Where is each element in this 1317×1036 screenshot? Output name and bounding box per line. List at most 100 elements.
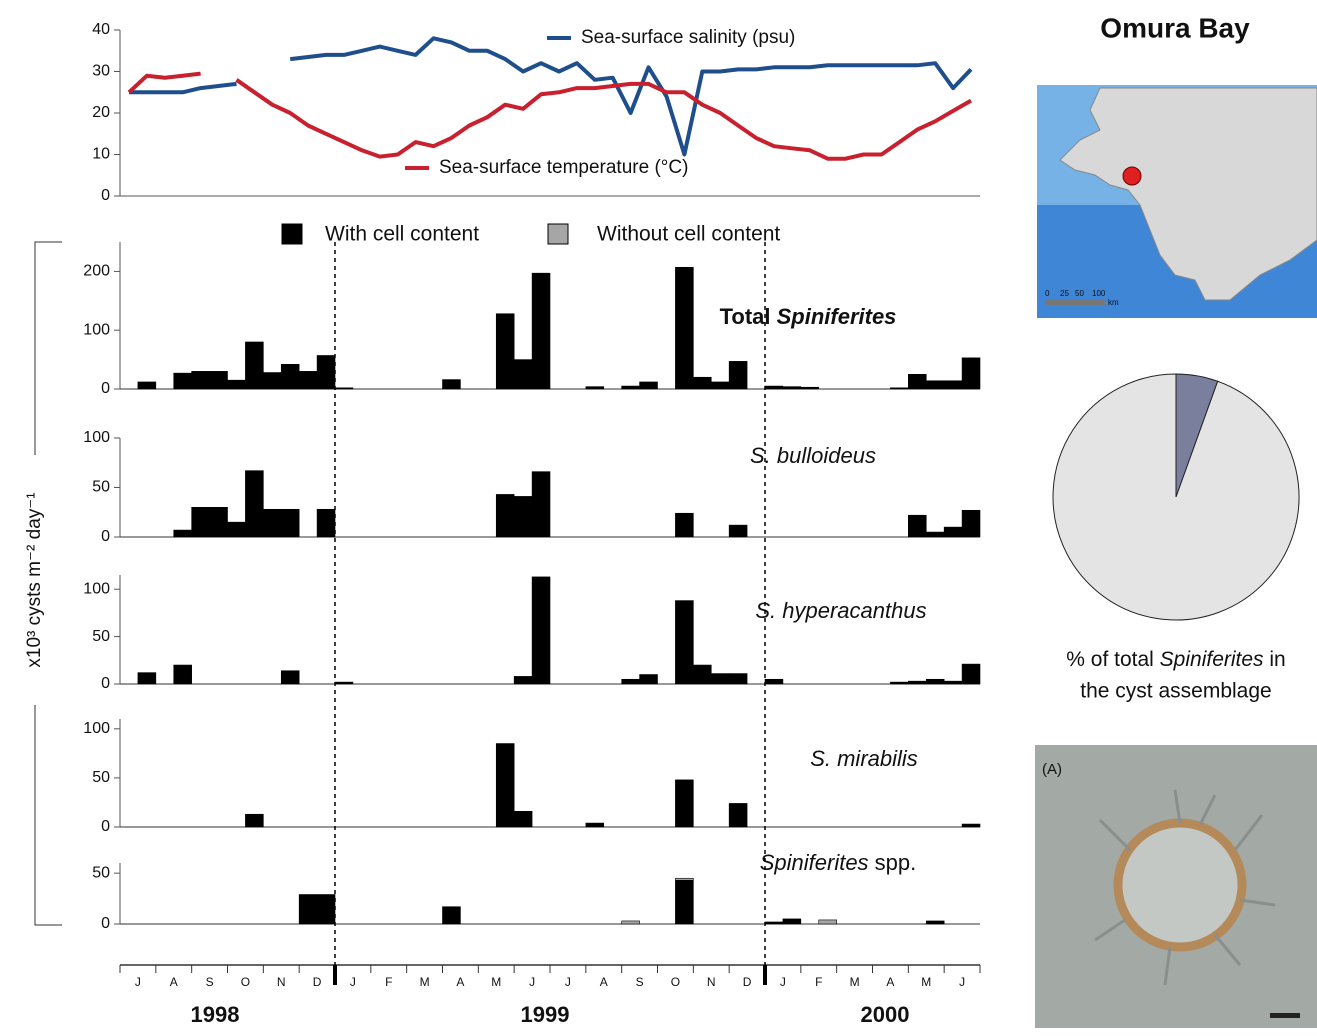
x-tick-label: M — [491, 975, 501, 989]
x-tick-label: A — [170, 975, 178, 989]
panel-label-part: Total — [720, 304, 771, 329]
bar — [622, 679, 640, 684]
bar — [693, 377, 711, 389]
bar — [496, 494, 514, 537]
y-tick-label: 30 — [92, 63, 110, 80]
caption-part: Spiniferites — [1154, 648, 1264, 671]
y-tick-label: 40 — [92, 21, 110, 38]
bar — [192, 371, 210, 389]
x-tick-label: J — [350, 975, 356, 989]
bar — [765, 922, 783, 924]
panel-label-part: Spiniferites — [760, 850, 869, 875]
scale-text: km — [1108, 298, 1119, 307]
y-tick-label: 20 — [92, 104, 110, 121]
panel-label-part: S. hyperacanthus — [755, 598, 926, 623]
y-tick-label: 50 — [92, 479, 110, 496]
y-tick-label: 10 — [92, 146, 110, 163]
bar — [908, 374, 926, 389]
bar — [926, 679, 944, 684]
y-tick-label: 0 — [101, 380, 110, 397]
caption-part: % of total — [1066, 648, 1154, 671]
x-tick-label: O — [671, 975, 680, 989]
y-tick-label: 100 — [83, 321, 110, 338]
bar — [962, 664, 980, 684]
x-tick-label: J — [780, 975, 786, 989]
bar — [443, 380, 461, 389]
panel-label-part: S. bulloideus — [750, 443, 876, 468]
bar — [443, 907, 461, 924]
scale-text: 50 — [1075, 289, 1084, 298]
bar — [622, 386, 640, 389]
x-tick-label: S — [206, 975, 214, 989]
panel-label-part: S. mirabilis — [810, 746, 918, 771]
x-tick-label: N — [277, 975, 286, 989]
bar — [263, 373, 281, 389]
caption-part: in — [1264, 648, 1286, 671]
legend-label: Sea-surface temperature (°C) — [439, 157, 688, 178]
bar — [711, 382, 729, 389]
x-tick-label: J — [565, 975, 571, 989]
bar — [801, 387, 819, 389]
bar — [532, 577, 550, 684]
pie-caption: % of total Spiniferites in — [1066, 648, 1285, 671]
bar — [729, 674, 747, 684]
bar — [228, 522, 246, 537]
bar — [210, 371, 228, 389]
bar — [174, 373, 192, 389]
bar — [675, 513, 693, 537]
bar — [299, 895, 317, 924]
bar — [317, 895, 335, 924]
bar — [890, 682, 908, 684]
x-tick-label: M — [420, 975, 430, 989]
bar — [245, 471, 263, 537]
x-tick-label: F — [385, 975, 392, 989]
bar — [783, 919, 801, 924]
bar — [944, 381, 962, 389]
x-tick-label: A — [600, 975, 608, 989]
legend-swatch — [282, 224, 302, 244]
micrograph: (A) — [1035, 745, 1317, 1028]
bar — [711, 674, 729, 684]
bar — [317, 355, 335, 389]
x-tick-label: J — [959, 975, 965, 989]
panel-label-part: Spiniferites — [771, 304, 897, 329]
bar — [299, 371, 317, 389]
year-label: 1999 — [521, 1002, 570, 1027]
figure: Omura Bay 0 25 50 100 km (A) 010203040Se… — [0, 0, 1317, 1031]
line-series — [129, 38, 971, 154]
x-tick-label: M — [850, 975, 860, 989]
panel-label: S. hyperacanthus — [755, 598, 926, 623]
pie-slice — [1053, 374, 1299, 620]
bar — [514, 360, 532, 389]
bar — [514, 496, 532, 537]
bar — [675, 267, 693, 389]
pie-caption: the cyst assemblage — [1080, 680, 1271, 703]
bar — [514, 676, 532, 684]
panel-label: S. bulloideus — [750, 443, 876, 468]
bar — [783, 387, 801, 389]
bar — [174, 665, 192, 684]
bar — [317, 509, 335, 537]
x-tick-label: J — [529, 975, 535, 989]
y-axis-label: x10³ cysts m⁻² day⁻¹ — [24, 492, 45, 667]
site-marker — [1123, 167, 1141, 185]
panel-label: Total Spiniferites — [720, 304, 897, 329]
y-tick-label: 50 — [92, 769, 110, 786]
y-tick-label: 100 — [83, 720, 110, 737]
cyst — [1118, 823, 1242, 947]
bar — [926, 921, 944, 924]
bar — [926, 532, 944, 537]
bar — [532, 273, 550, 389]
bar — [245, 814, 263, 827]
bar — [335, 682, 353, 684]
y-tick-label: 200 — [83, 263, 110, 280]
bar — [675, 780, 693, 827]
bar — [729, 803, 747, 827]
scale-bar — [1045, 300, 1105, 305]
y-tick-label: 0 — [101, 187, 110, 204]
y-tick-label: 0 — [101, 818, 110, 835]
bar — [640, 675, 658, 684]
year-label: 1998 — [191, 1002, 240, 1027]
x-tick-label: D — [743, 975, 752, 989]
bar — [926, 381, 944, 389]
